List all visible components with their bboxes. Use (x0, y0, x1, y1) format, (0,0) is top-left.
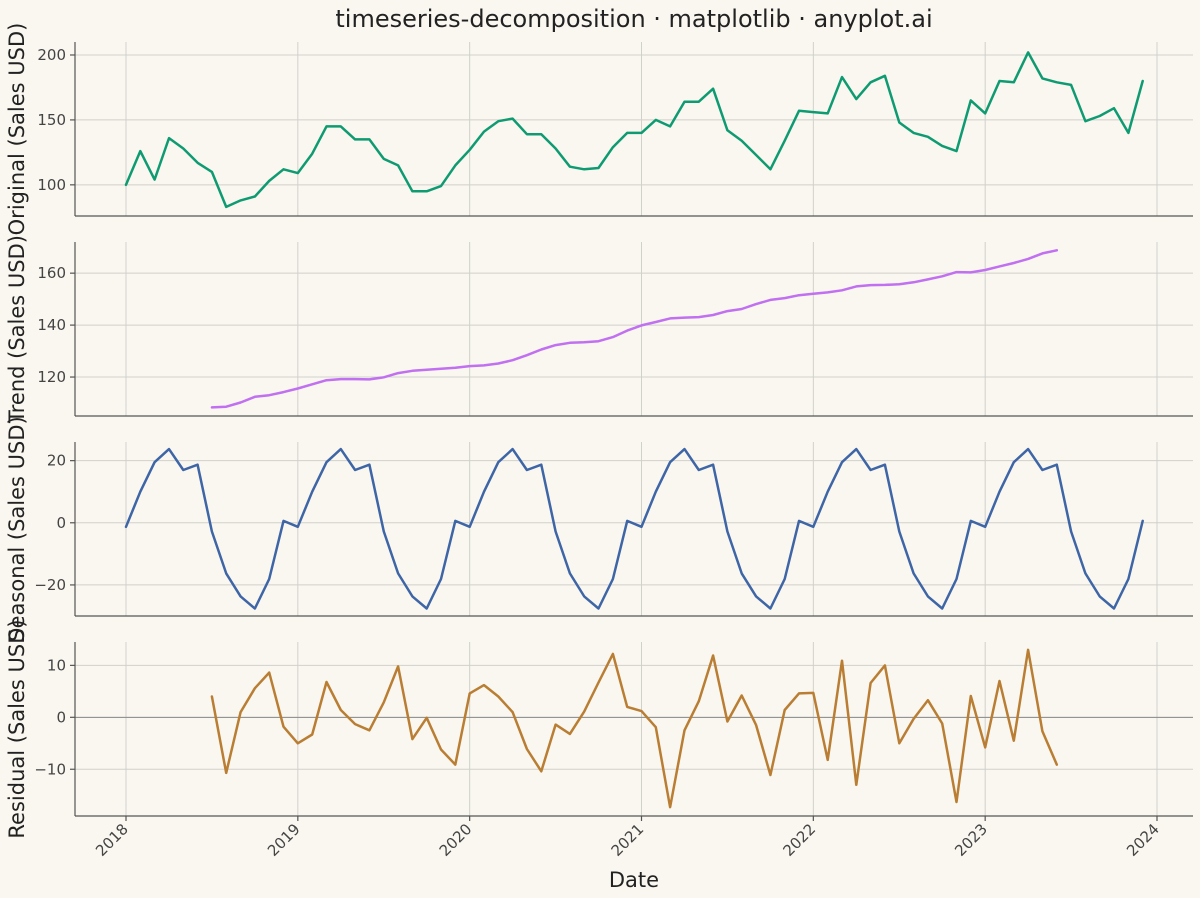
panel-seasonal: −20 0 20 Seasonal (Sales USD) (5, 416, 1193, 642)
y-tick-label: 10 (47, 656, 66, 674)
x-axis-label: Date (609, 868, 659, 892)
series-line-seasonal (124, 447, 1144, 610)
y-axis-label-seasonal: Seasonal (Sales USD) (5, 416, 29, 641)
series-line-trend (210, 249, 1059, 409)
y-axis-label-trend: Trend (Sales USD) (5, 235, 29, 424)
y-tick-label: 120 (37, 368, 66, 386)
series-line-original (124, 51, 1144, 209)
y-tick-label: 100 (37, 176, 66, 194)
panel-residual: −10 0 10 Residual (Sales USD) (5, 619, 1193, 839)
panel-trend: 120 140 160 Trend (Sales USD) (5, 235, 1193, 424)
y-tick-label: 20 (47, 452, 66, 470)
y-tick-label: 0 (56, 514, 66, 532)
y-tick-label: −20 (34, 576, 66, 594)
panel-original: 100 150 200 Original (Sales USD) (5, 23, 1193, 236)
y-axis-label-original: Original (Sales USD) (5, 23, 29, 236)
y-tick-label: 200 (37, 46, 66, 64)
y-tick-label: −10 (34, 760, 66, 778)
y-tick-label: 0 (56, 708, 66, 726)
y-tick-label: 150 (37, 111, 66, 129)
y-axis-label-residual: Residual (Sales USD) (5, 619, 29, 838)
chart-title: timeseries-decomposition · matplotlib · … (335, 5, 932, 33)
y-tick-label: 160 (37, 264, 66, 282)
y-tick-label: 140 (37, 316, 66, 334)
series-line-residual (210, 648, 1059, 809)
